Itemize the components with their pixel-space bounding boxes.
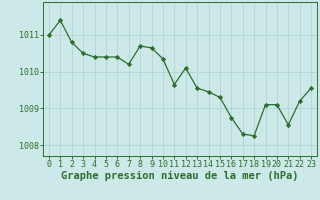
- X-axis label: Graphe pression niveau de la mer (hPa): Graphe pression niveau de la mer (hPa): [61, 171, 299, 181]
